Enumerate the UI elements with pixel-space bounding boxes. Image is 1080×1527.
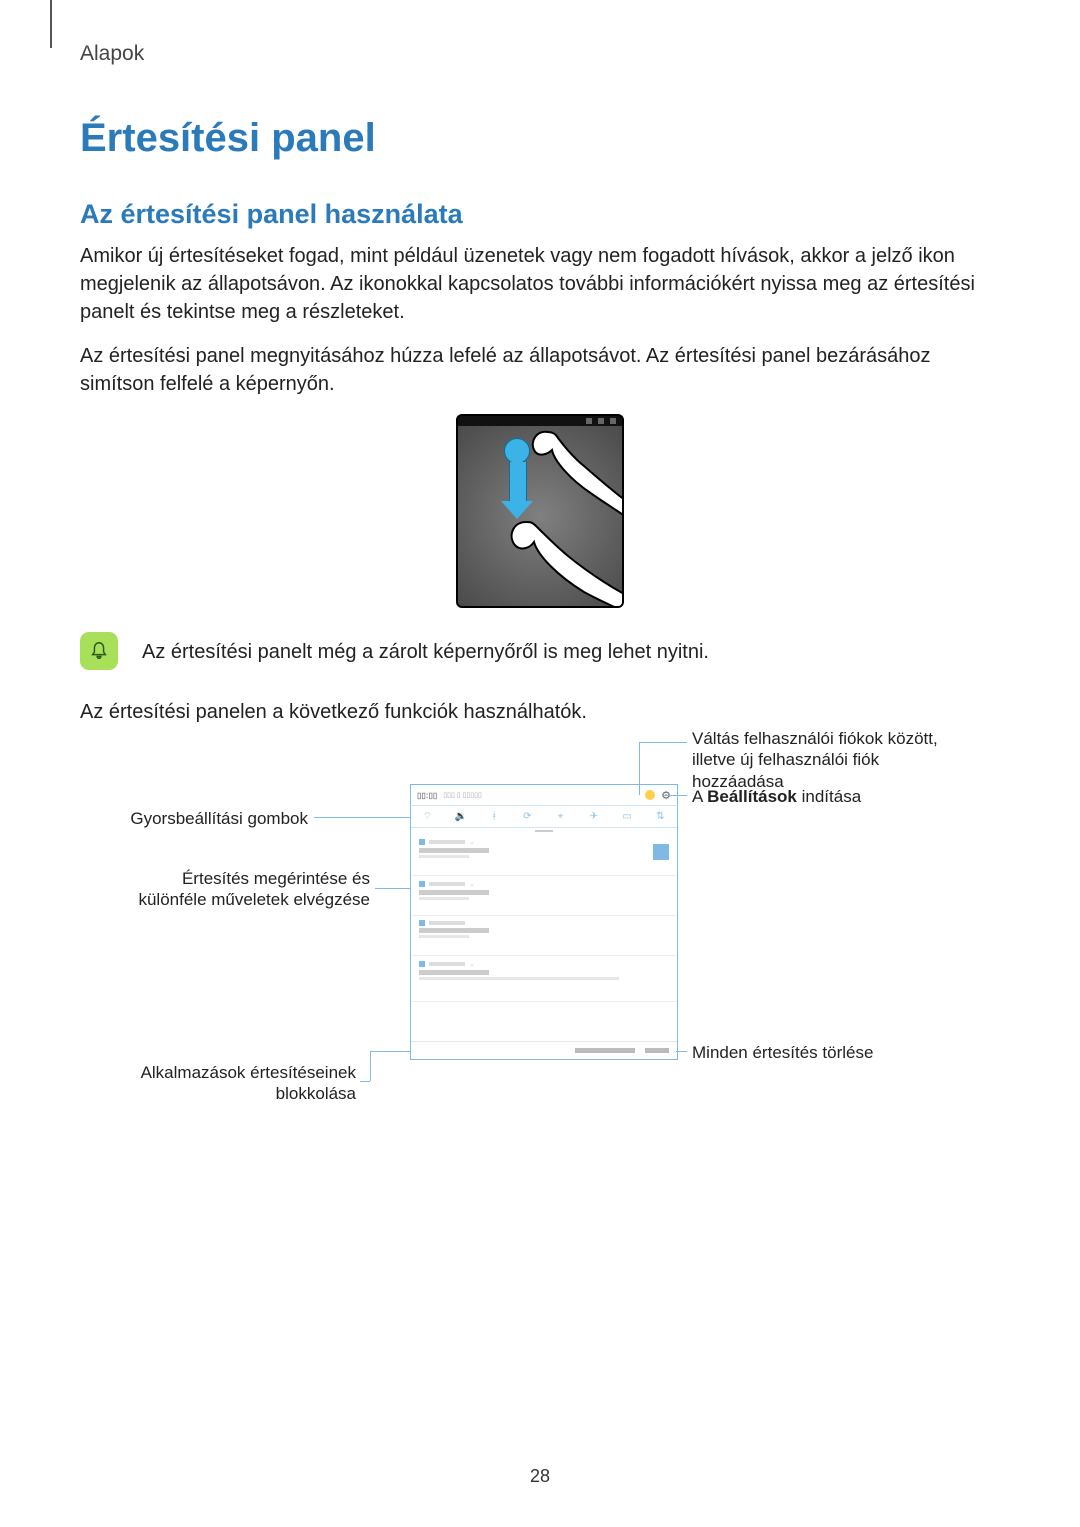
quick-settings-row: ⌔ 🔉 ᚼ ⟳ ⌖ ✈ ▭ ⇅ (411, 806, 677, 828)
flashlight-icon: ⇅ (654, 811, 666, 823)
power-icon: ▭ (621, 811, 633, 823)
wifi-icon: ⌔ (422, 811, 434, 823)
device-frame (456, 414, 624, 608)
label-notification-tap: Értesítés megérintése és különféle művel… (80, 868, 370, 911)
notification-item: ⌄ (411, 956, 677, 1002)
page-number: 28 (530, 1466, 550, 1487)
functions-intro: Az értesítési panelen a következő funkci… (80, 698, 1000, 726)
swipe-down-figure (80, 414, 1000, 608)
hand-bottom-icon (510, 512, 624, 608)
panel-bottom-bar (411, 1041, 677, 1059)
lead-clear (676, 1051, 687, 1052)
lead-block-h2 (360, 1081, 370, 1082)
lead-gear (662, 795, 687, 796)
manual-page: Alapok Értesítési panel Az értesítési pa… (0, 0, 1080, 1527)
note-text: Az értesítési panelt még a zárolt képern… (142, 632, 709, 666)
clear-placeholder (645, 1048, 669, 1053)
user-account-icon (645, 790, 655, 800)
rotate-icon: ⟳ (521, 811, 533, 823)
label-settings: A Beállítások indítása (692, 786, 861, 807)
top-side-rule (50, 0, 52, 48)
section-breadcrumb: Alapok (80, 42, 1000, 66)
intro-paragraph-1: Amikor új értesítéseket fogad, mint péld… (80, 242, 1000, 326)
lead-user (639, 742, 640, 795)
label-user-accounts: Váltás felhasználói fiókok között, illet… (692, 728, 1032, 792)
notification-item (411, 916, 677, 956)
intro-paragraph-2: Az értesítési panel megnyitásához húzza … (80, 342, 1000, 398)
airplane-icon: ✈ (588, 811, 600, 823)
lead-block (370, 1051, 410, 1052)
label-clear-all: Minden értesítés törlése (692, 1042, 873, 1063)
clock-placeholder: ▯▯:▯▯ (417, 791, 437, 800)
device-screen (458, 426, 622, 606)
notification-item: ⌄ (411, 876, 677, 916)
location-icon: ⌖ (555, 811, 567, 823)
label-quick-settings: Gyorsbeállítási gombok (80, 808, 308, 829)
page-title: Értesítési panel (80, 116, 1000, 161)
notification-item: ⌄ (411, 834, 677, 876)
subsection-title: Az értesítési panel használata (80, 199, 1000, 230)
sound-icon: 🔉 (455, 811, 467, 823)
label-block-notifications: Alkalmazások értesítéseinek blokkolása (80, 1062, 356, 1105)
note-block: Az értesítési panelt még a zárolt képern… (80, 632, 1000, 670)
date-placeholder: ▯▯▯ ▯ ▯▯▯▯▯ (443, 791, 482, 799)
lead-user-h (639, 742, 687, 743)
note-bell-icon (80, 632, 118, 670)
block-notifications-placeholder (575, 1048, 635, 1053)
phone-screenshot: ▯▯:▯▯ ▯▯▯ ▯ ▯▯▯▯▯ ⚙ ⌔ 🔉 ᚼ ⟳ ⌖ ✈ ▭ ⇅ ⌄ (410, 784, 678, 1060)
lead-notif (375, 888, 410, 889)
notification-thumbnail-icon (653, 844, 669, 860)
panel-top-strip: ▯▯:▯▯ ▯▯▯ ▯ ▯▯▯▯▯ ⚙ (410, 784, 678, 806)
lead-quick (314, 817, 410, 818)
bluetooth-icon: ᚼ (488, 811, 500, 823)
lead-block-v (370, 1051, 371, 1081)
drag-handle-icon (535, 830, 553, 832)
notification-panel-diagram: ▯▯:▯▯ ▯▯▯ ▯ ▯▯▯▯▯ ⚙ ⌔ 🔉 ᚼ ⟳ ⌖ ✈ ▭ ⇅ ⌄ (80, 742, 1000, 1102)
